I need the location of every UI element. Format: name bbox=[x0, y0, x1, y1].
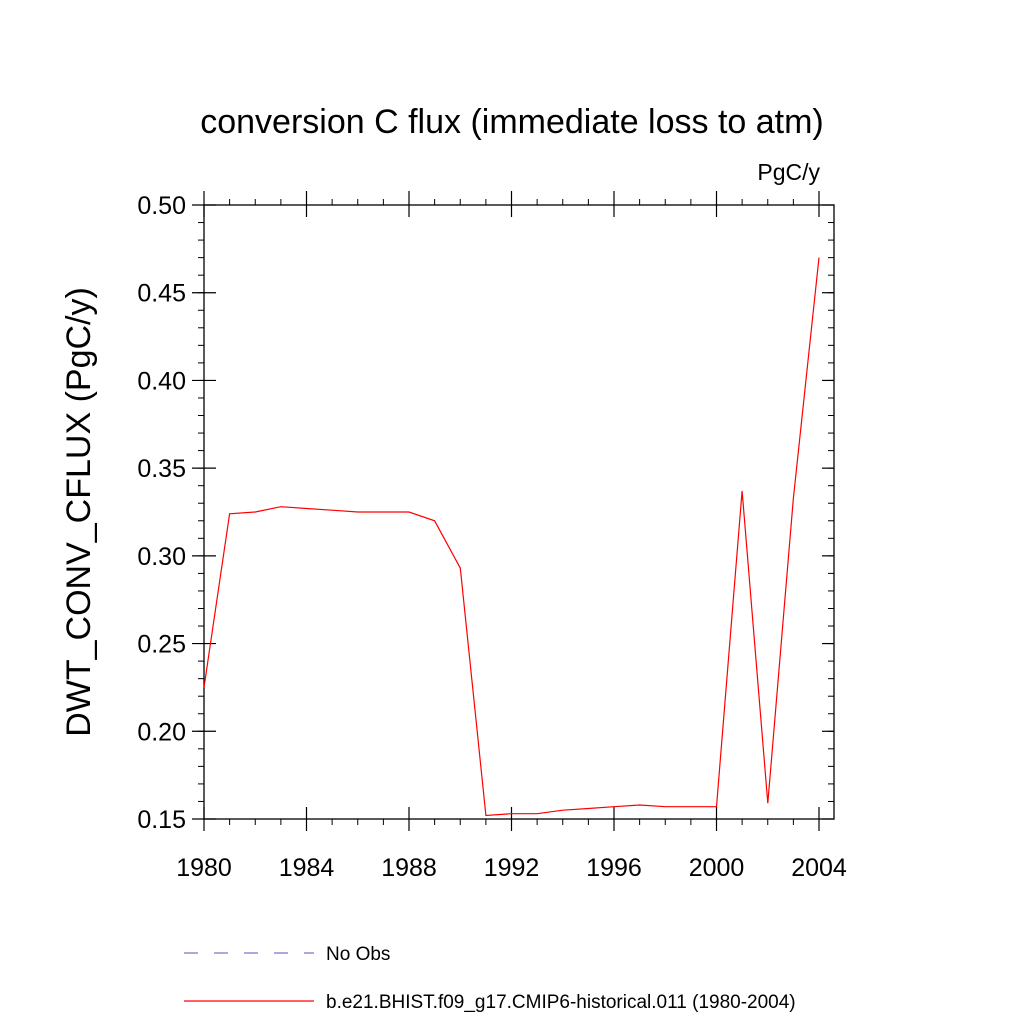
y-tick-label: 0.45 bbox=[137, 280, 186, 308]
chart-title: conversion C flux (immediate loss to atm… bbox=[200, 103, 824, 141]
x-tick-label: 2004 bbox=[791, 854, 847, 882]
y-tick-label: 0.30 bbox=[137, 543, 186, 571]
legend: No Obs b.e21.BHIST.f09_g17.CMIP6-historic… bbox=[184, 944, 796, 1013]
plot-frame bbox=[203, 204, 835, 820]
x-tick-label: 1996 bbox=[586, 854, 642, 882]
units-label: PgC/y bbox=[757, 159, 820, 185]
x-tick-label: 1988 bbox=[381, 854, 437, 882]
y-tick-label: 0.50 bbox=[137, 192, 186, 220]
y-tick-label: 0.15 bbox=[137, 806, 186, 834]
x-tick-label: 2000 bbox=[689, 854, 745, 882]
y-tick-label: 0.35 bbox=[137, 455, 186, 483]
series-line bbox=[203, 257, 820, 817]
legend-label: b.e21.BHIST.f09_g17.CMIP6-historical.011… bbox=[326, 992, 796, 1013]
x-tick-label: 1984 bbox=[279, 854, 335, 882]
x-tick-label: 1980 bbox=[176, 854, 232, 882]
x-tick-label: 1992 bbox=[484, 854, 540, 882]
y-axis-title: DWT_CONV_CFLUX (PgC/y) bbox=[60, 287, 98, 737]
y-tick-label: 0.40 bbox=[137, 367, 186, 395]
y-tick-label: 0.25 bbox=[137, 631, 186, 659]
y-tick-label: 0.20 bbox=[137, 718, 186, 746]
plot-area: 0.15 0.20 0.25 0.30 0.35 0.40 0.45 0.50 1980 1984… bbox=[137, 191, 847, 882]
legend-label: No Obs bbox=[326, 944, 390, 965]
